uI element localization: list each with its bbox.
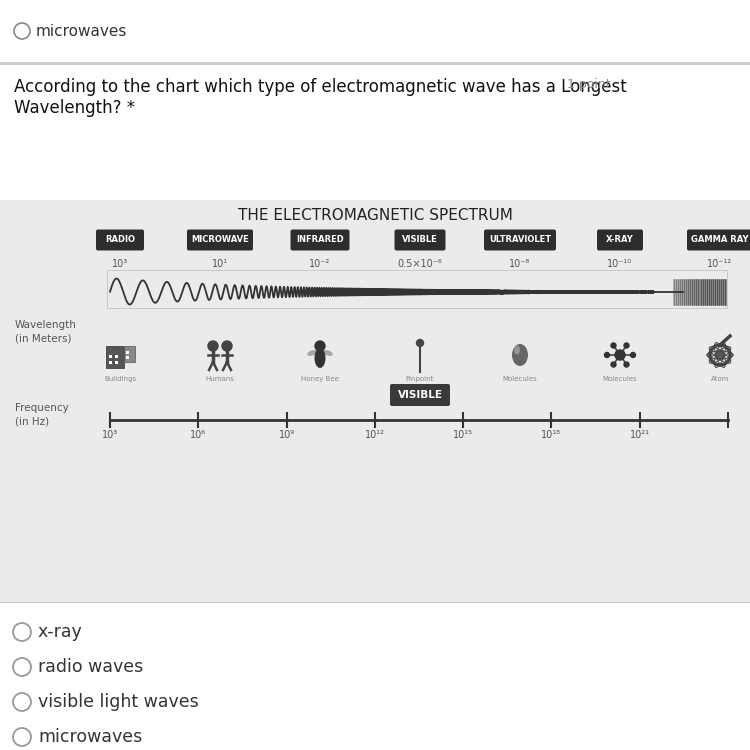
Text: Frequency
(in Hz): Frequency (in Hz) xyxy=(15,404,69,427)
Text: Atom: Atom xyxy=(711,376,729,382)
Bar xyxy=(0,0,750,62)
Text: 10²¹: 10²¹ xyxy=(630,430,650,440)
Text: 10⁶: 10⁶ xyxy=(190,430,206,440)
Circle shape xyxy=(222,341,232,351)
Circle shape xyxy=(13,693,31,711)
Text: 10⁻²: 10⁻² xyxy=(309,259,331,269)
Circle shape xyxy=(13,728,31,746)
FancyBboxPatch shape xyxy=(687,230,750,251)
Text: radio waves: radio waves xyxy=(38,658,143,676)
Circle shape xyxy=(611,343,616,348)
Circle shape xyxy=(416,340,424,346)
FancyBboxPatch shape xyxy=(187,230,253,251)
Bar xyxy=(0,602,750,750)
Bar xyxy=(126,351,129,354)
Text: RADIO: RADIO xyxy=(105,236,135,244)
Bar xyxy=(109,355,112,358)
Text: visible light waves: visible light waves xyxy=(38,693,199,711)
Circle shape xyxy=(631,352,635,358)
Text: 10³: 10³ xyxy=(112,259,128,269)
Bar xyxy=(115,361,118,364)
Bar xyxy=(0,65,750,200)
Text: microwaves: microwaves xyxy=(36,23,128,38)
Circle shape xyxy=(615,350,625,360)
Circle shape xyxy=(624,362,629,367)
Text: THE ELECTROMAGNETIC SPECTRUM: THE ELECTROMAGNETIC SPECTRUM xyxy=(238,208,512,223)
Circle shape xyxy=(717,352,723,358)
Ellipse shape xyxy=(514,346,520,355)
Text: Wavelength? *: Wavelength? * xyxy=(14,99,135,117)
Bar xyxy=(124,346,135,362)
Text: 10⁻⁸: 10⁻⁸ xyxy=(509,259,531,269)
Circle shape xyxy=(716,351,724,359)
Circle shape xyxy=(13,623,31,641)
Circle shape xyxy=(315,341,325,351)
Bar xyxy=(126,356,129,359)
Bar xyxy=(106,346,124,368)
Text: Molecules: Molecules xyxy=(503,376,537,382)
Text: 10¹: 10¹ xyxy=(212,259,228,269)
Ellipse shape xyxy=(314,348,326,368)
Text: 0.5×10⁻⁶: 0.5×10⁻⁶ xyxy=(398,259,442,269)
FancyBboxPatch shape xyxy=(597,230,643,251)
Text: ULTRAVIOLET: ULTRAVIOLET xyxy=(489,236,551,244)
Text: 10⁻¹²: 10⁻¹² xyxy=(707,259,733,269)
Bar xyxy=(109,361,112,364)
Ellipse shape xyxy=(323,350,333,356)
FancyBboxPatch shape xyxy=(394,230,445,251)
Bar xyxy=(0,62,750,65)
Text: VISIBLE: VISIBLE xyxy=(402,236,438,244)
Text: Molecules: Molecules xyxy=(603,376,638,382)
Text: INFRARED: INFRARED xyxy=(296,236,344,244)
FancyBboxPatch shape xyxy=(484,230,556,251)
Circle shape xyxy=(13,658,31,676)
Bar xyxy=(0,200,750,602)
Text: 10¹²: 10¹² xyxy=(364,430,385,440)
FancyBboxPatch shape xyxy=(390,384,450,406)
Ellipse shape xyxy=(512,344,528,366)
Text: According to the chart which type of electromagnetic wave has a Longest: According to the chart which type of ele… xyxy=(14,78,627,96)
Text: X-RAY: X-RAY xyxy=(606,236,634,244)
Text: GAMMA RAY: GAMMA RAY xyxy=(692,236,748,244)
Text: Wavelength
(in Meters): Wavelength (in Meters) xyxy=(15,320,76,344)
Circle shape xyxy=(604,352,610,358)
Text: Humans: Humans xyxy=(206,376,235,382)
FancyBboxPatch shape xyxy=(290,230,350,251)
Circle shape xyxy=(611,362,616,367)
Circle shape xyxy=(208,341,218,351)
Text: 10¹⁸: 10¹⁸ xyxy=(542,430,562,440)
Circle shape xyxy=(14,23,30,39)
Ellipse shape xyxy=(308,350,316,356)
Circle shape xyxy=(624,343,629,348)
Text: Buildings: Buildings xyxy=(104,376,136,382)
Text: x-ray: x-ray xyxy=(38,623,82,641)
Text: microwaves: microwaves xyxy=(38,728,142,746)
Text: Pinpoint: Pinpoint xyxy=(406,376,434,382)
Bar xyxy=(115,355,118,358)
Text: 10⁻¹⁰: 10⁻¹⁰ xyxy=(608,259,632,269)
Bar xyxy=(0,602,750,603)
Text: 10¹⁵: 10¹⁵ xyxy=(453,430,473,440)
Text: 1 point: 1 point xyxy=(567,78,610,91)
Text: 10⁹: 10⁹ xyxy=(278,430,295,440)
Text: Honey Bee: Honey Bee xyxy=(301,376,339,382)
Text: MICROWAVE: MICROWAVE xyxy=(191,236,249,244)
FancyBboxPatch shape xyxy=(96,230,144,251)
Text: VISIBLE: VISIBLE xyxy=(398,390,442,400)
Text: 10³: 10³ xyxy=(102,430,118,440)
